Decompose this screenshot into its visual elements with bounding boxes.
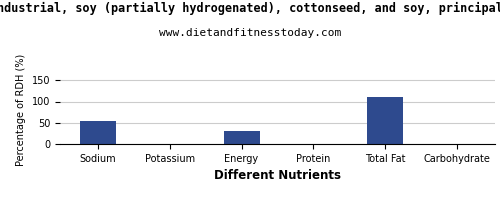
Bar	[368, 97, 404, 144]
Bar	[80, 121, 116, 144]
Text: www.dietandfitnesstoday.com: www.dietandfitnesstoday.com	[159, 28, 341, 38]
Y-axis label: Percentage of RDH (%): Percentage of RDH (%)	[16, 54, 26, 166]
X-axis label: Different Nutrients: Different Nutrients	[214, 169, 341, 182]
Bar	[224, 131, 260, 144]
Text: ndustrial, soy (partially hydrogenated), cottonseed, and soy, principal: ndustrial, soy (partially hydrogenated),…	[0, 2, 500, 15]
